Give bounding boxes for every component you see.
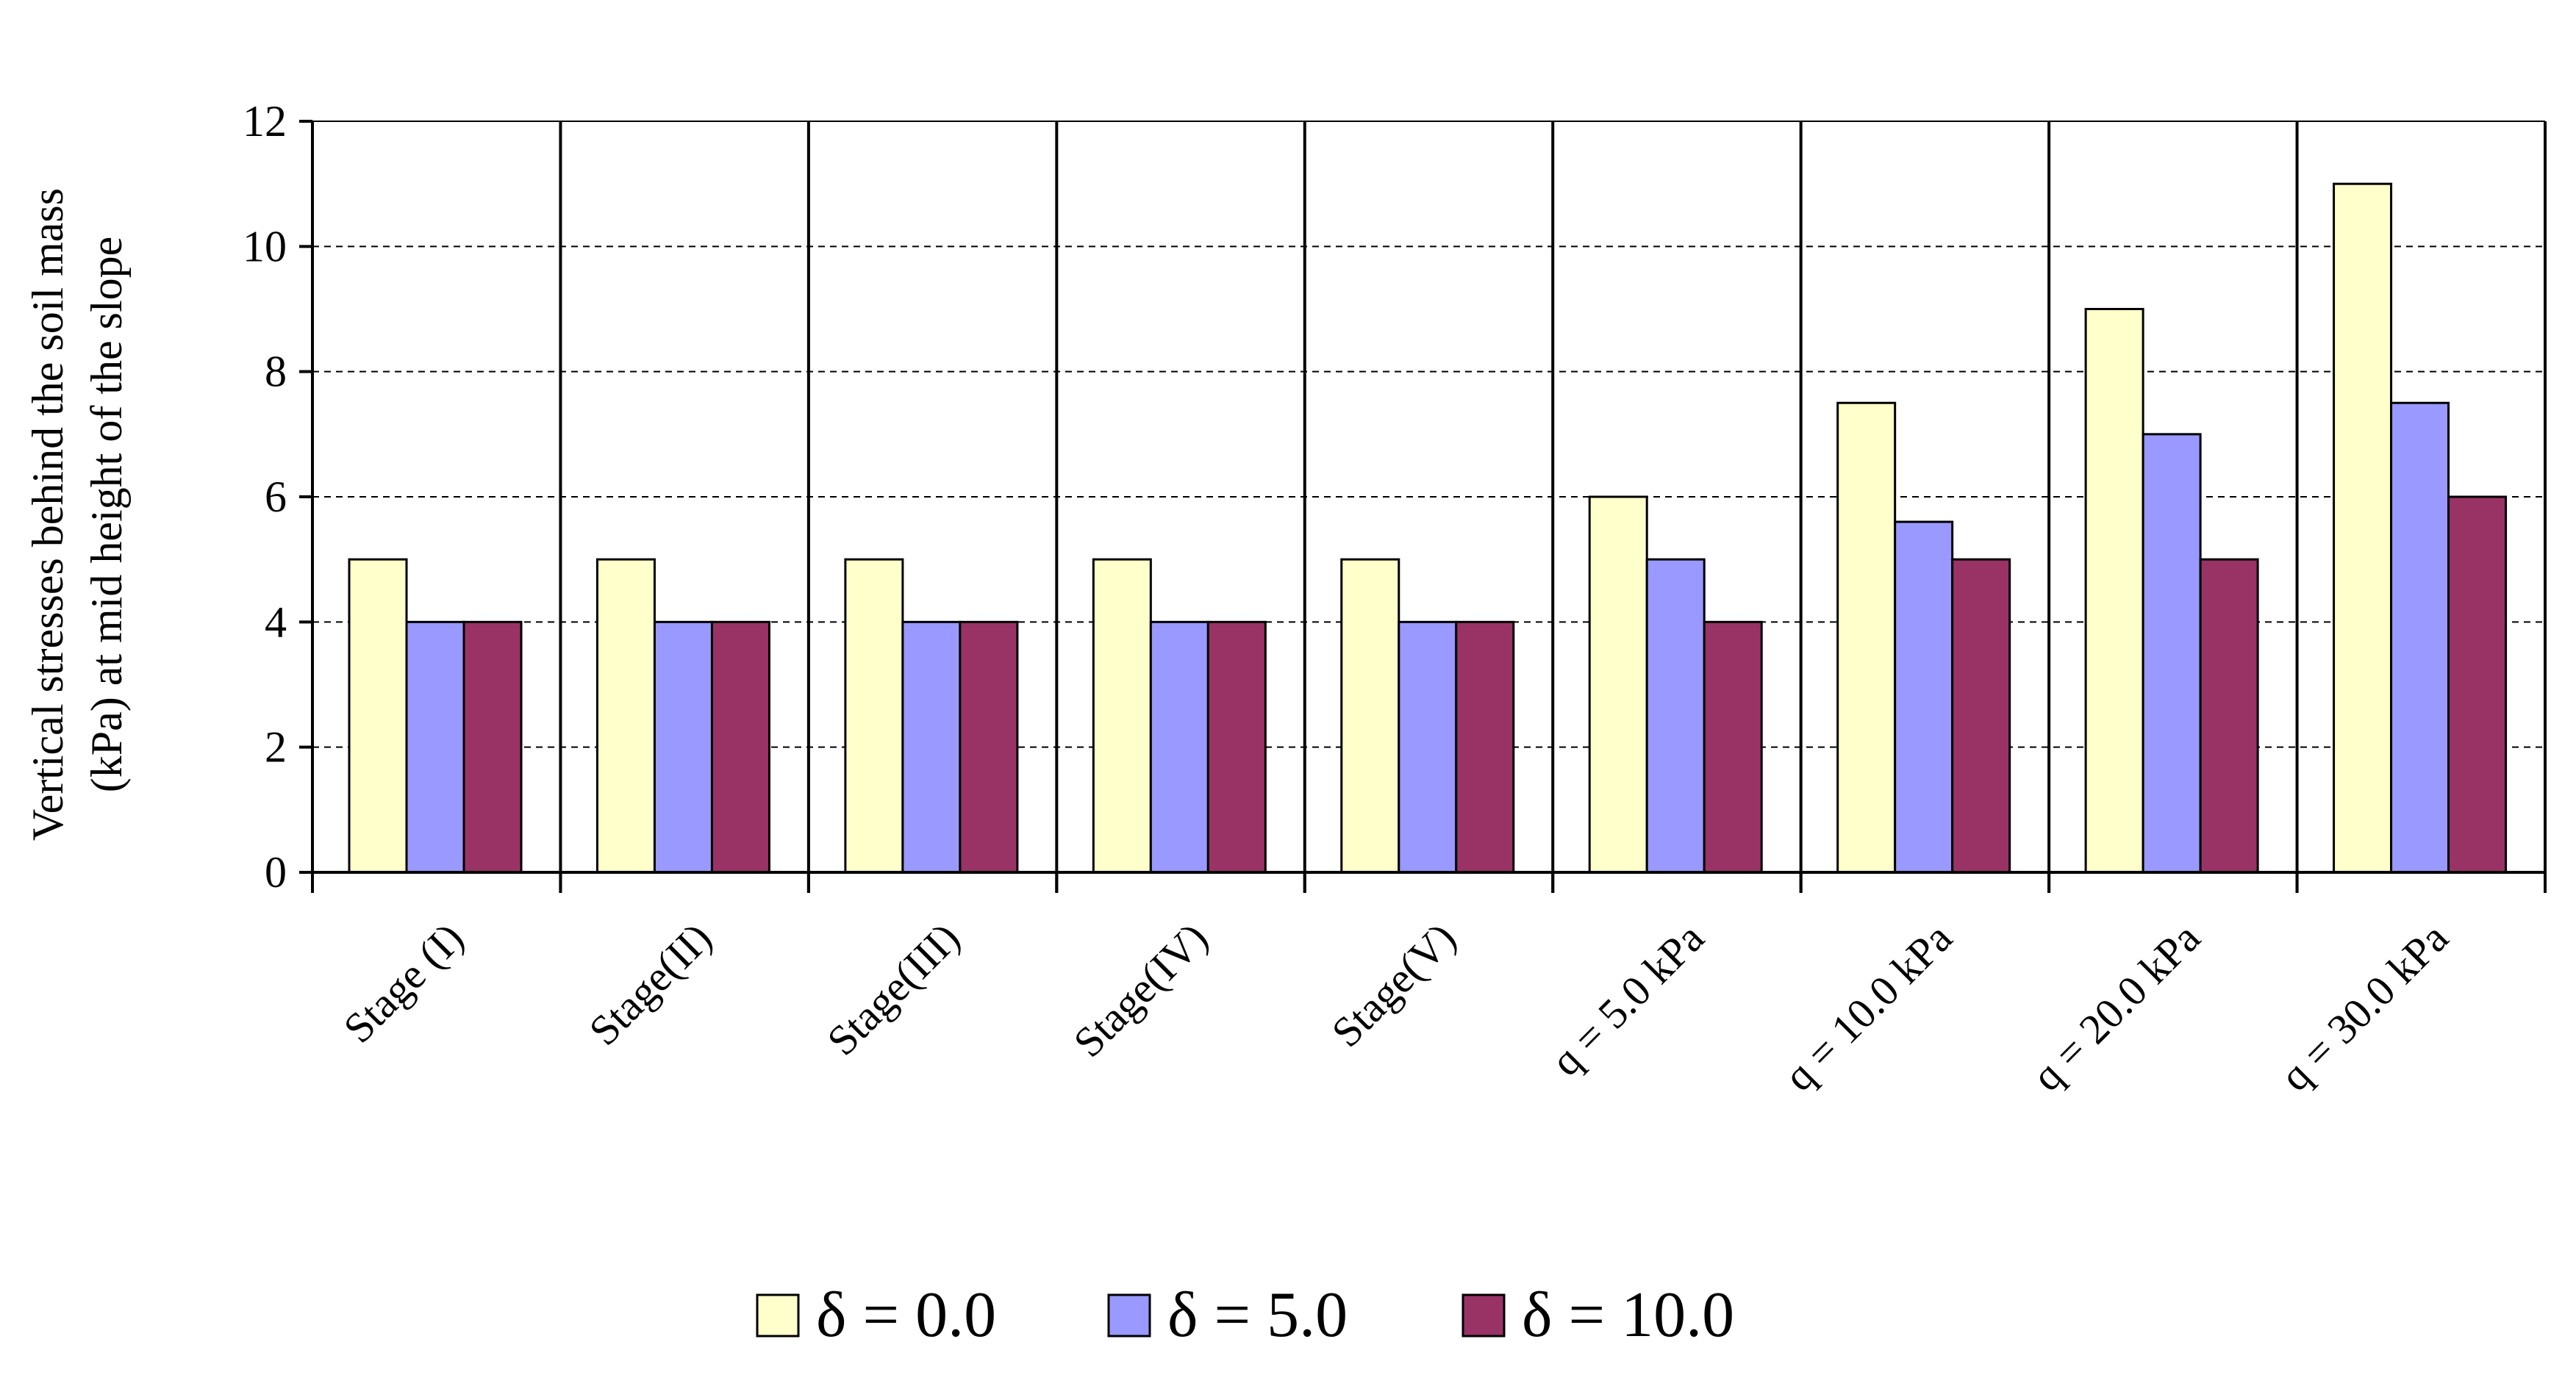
bar [710, 620, 770, 874]
bar [2333, 182, 2393, 874]
bar [1340, 558, 1400, 874]
bar [844, 558, 904, 874]
legend-label: δ = 10.0 [1522, 1279, 1734, 1351]
bar [405, 620, 465, 874]
bar [1149, 620, 1209, 874]
bar [1398, 620, 1458, 874]
y-tick-label: 0 [265, 848, 287, 897]
x-tick-label: Stage(V) [1323, 913, 1465, 1056]
y-tick-label: 8 [265, 348, 287, 396]
bar [2142, 433, 2202, 874]
x-tick-label: q = 5.0 kPa [1542, 913, 1713, 1085]
x-tick-label: q = 20.0 kPa [2022, 913, 2209, 1100]
bar [1951, 558, 2011, 874]
bar [1703, 620, 1763, 874]
x-tick-labels: Stage (I) Stage(II) Stage(III) Stage(IV) Sta… [334, 913, 2458, 1100]
legend: δ = 0.0 δ = 5.0 δ = 10.0 [756, 1279, 1734, 1351]
bar [2447, 495, 2508, 874]
legend-swatch [1461, 1293, 1506, 1338]
bar [348, 558, 408, 874]
y-tick-label: 2 [265, 723, 287, 772]
y-tick-label: 4 [265, 597, 287, 646]
bar [462, 620, 523, 874]
bar [959, 620, 1019, 874]
y-axis-label-line2: (kPa) at mid height of the slope [82, 237, 131, 793]
x-tick-label: Stage(III) [817, 913, 968, 1064]
y-tick-label: 6 [265, 473, 287, 521]
bar [1588, 495, 1648, 874]
bar [1092, 558, 1152, 874]
legend-label: δ = 0.0 [816, 1279, 996, 1351]
legend-swatch [756, 1293, 800, 1338]
bar [2199, 558, 2259, 874]
y-tick-labels: 0 2 4 6 8 10 12 [243, 97, 287, 897]
axes [299, 120, 2547, 893]
category-dividers [559, 121, 2299, 893]
legend-swatch [1107, 1293, 1151, 1338]
bar [1206, 620, 1267, 874]
bar [2084, 308, 2144, 874]
bar [1894, 520, 1954, 874]
y-tick-label: 12 [243, 97, 287, 146]
x-tick-label: Stage (I) [334, 913, 473, 1052]
bar [595, 558, 656, 874]
bar [1645, 558, 1706, 874]
y-axis-label-line1: Vertical stresses behind the soil mass [24, 188, 72, 841]
bar [1836, 401, 1897, 874]
bar [1455, 620, 1515, 874]
bar [2390, 401, 2450, 874]
bar [901, 620, 962, 874]
legend-label: δ = 5.0 [1167, 1279, 1348, 1351]
x-tick-label: Stage(IV) [1065, 913, 1217, 1066]
x-tick-label: q = 30.0 kPa [2271, 913, 2458, 1100]
bar [653, 620, 713, 874]
x-tick-label: q = 10.0 kPa [1775, 913, 1961, 1100]
bars [348, 182, 2508, 874]
y-tick-label: 10 [243, 222, 287, 270]
x-tick-label: Stage(II) [580, 913, 721, 1055]
